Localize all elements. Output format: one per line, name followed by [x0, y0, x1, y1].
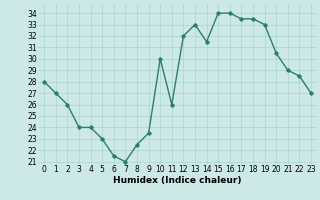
X-axis label: Humidex (Indice chaleur): Humidex (Indice chaleur) — [113, 176, 242, 185]
